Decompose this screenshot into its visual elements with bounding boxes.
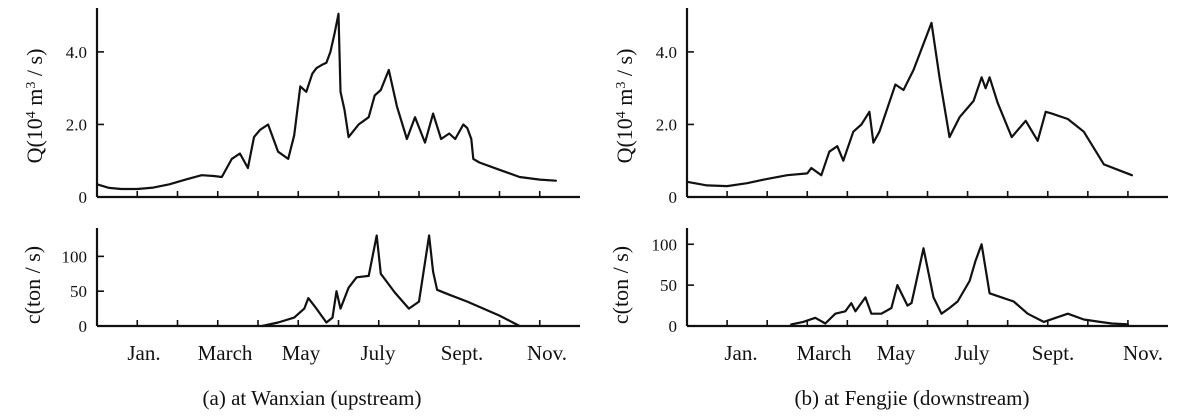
- sediment-chart-b: 0 50 100 c(ton / s): [608, 228, 1168, 336]
- month-label-b: May: [877, 341, 916, 365]
- discharge-a-ytick-label: 2.0: [66, 115, 87, 134]
- discharge-b-ytick-label: 2.0: [656, 115, 677, 134]
- sediment-axes-a: 0 50 100: [62, 228, 580, 336]
- discharge-chart-a: 0 2.0 4.0 Q(104 m3 / s): [22, 8, 580, 207]
- discharge-a-ytick-label: 4.0: [66, 43, 87, 62]
- sediment-b-ytick-label: 50: [660, 276, 677, 295]
- sediment-b-ytick-label: 100: [652, 235, 678, 254]
- sediment-ylabel-b: c(ton / s): [608, 246, 633, 324]
- discharge-ylabel-a: Q(104 m3 / s): [22, 49, 47, 164]
- discharge-b-ytick-label: 4.0: [656, 43, 677, 62]
- month-label-a: May: [282, 341, 321, 365]
- sediment-b-series-line: [790, 243, 1130, 326]
- month-label-a: March: [198, 341, 253, 365]
- month-label-b: Jan.: [724, 341, 757, 365]
- discharge-a-ytick-label: 0: [79, 188, 88, 207]
- discharge-axes-a: 0 2.0 4.0: [66, 8, 580, 207]
- month-label-b: Nov.: [1123, 341, 1163, 365]
- month-label-a: Nov.: [527, 341, 567, 365]
- month-label-a: July: [360, 341, 396, 365]
- sediment-a-series-line: [260, 234, 521, 328]
- sediment-a-ytick-label: 50: [70, 282, 87, 301]
- month-label-a: Sept.: [441, 341, 484, 365]
- sediment-a-ytick-label: 0: [79, 317, 88, 336]
- sediment-axes-b: 0 50 100: [652, 228, 1168, 336]
- discharge-b-series-line: [685, 21, 1134, 188]
- sediment-chart-a: 0 50 100 c(ton / s): [20, 228, 580, 336]
- month-label-b: Sept.: [1032, 341, 1075, 365]
- discharge-ylabel-b: Q(104 m3 / s): [612, 49, 637, 164]
- sediment-b-ytick-label: 0: [669, 317, 678, 336]
- caption-a: (a) at Wanxian (upstream): [203, 386, 422, 410]
- sediment-ylabel-a: c(ton / s): [20, 246, 45, 324]
- discharge-b-ytick-label: 0: [669, 188, 678, 207]
- sediment-a-ytick-label: 100: [62, 247, 88, 266]
- month-label-b: March: [797, 341, 852, 365]
- caption-b: (b) at Fengjie (downstream): [794, 386, 1029, 410]
- discharge-chart-b: 0 2.0 4.0 Q(104 m3 / s): [612, 8, 1168, 207]
- month-label-b: July: [954, 341, 990, 365]
- month-label-a: Jan.: [127, 341, 160, 365]
- discharge-a-series-line: [95, 12, 558, 191]
- discharge-axes-b: 0 2.0 4.0: [656, 8, 1168, 207]
